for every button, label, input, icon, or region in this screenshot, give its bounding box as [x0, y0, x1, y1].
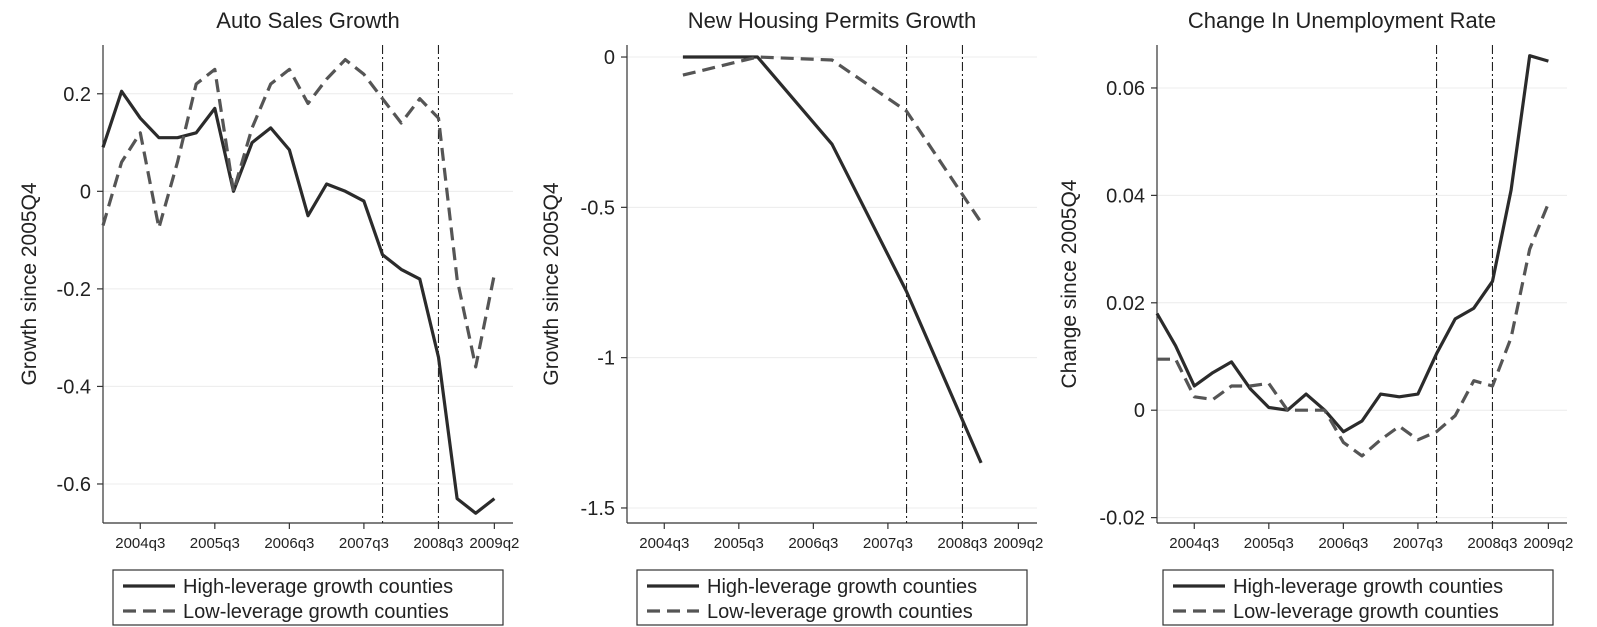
y-tick-label: 0 — [1134, 400, 1145, 422]
y-tick-label: 0.04 — [1106, 185, 1145, 207]
x-tick-label: 2005q3 — [1244, 535, 1294, 552]
chart-title: Change In Unemployment Rate — [1188, 8, 1496, 33]
y-axis-label: Change since 2005Q4 — [1058, 179, 1081, 388]
x-tick-label: 2009q2 — [993, 535, 1043, 552]
y-tick-label: 0.2 — [63, 84, 91, 106]
y-tick-label: -1 — [597, 348, 615, 370]
x-tick-label: 2005q3 — [714, 535, 764, 552]
x-tick-label: 2005q3 — [190, 535, 240, 552]
x-tick-label: 2009q2 — [1523, 535, 1573, 552]
chart-panel-1: Auto Sales Growth 0.2 0 -0.2 -0.4 -0.6 2004q3 2… — [18, 8, 519, 625]
legend-label: High-leverage growth counties — [707, 576, 977, 598]
chart-title: New Housing Permits Growth — [688, 8, 977, 33]
legend: High-leverage growth counties Low-leverag… — [637, 570, 1027, 625]
y-axis-label: Growth since 2005Q4 — [540, 182, 563, 385]
series-line-high-leverage — [103, 91, 494, 513]
series-line-high-leverage — [683, 57, 981, 463]
x-tick-label: 2009q2 — [469, 535, 519, 552]
y-tick-label: 0.06 — [1106, 78, 1145, 100]
x-tick-label: 2006q3 — [788, 535, 838, 552]
x-tick-label: 2008q3 — [1467, 535, 1517, 552]
y-tick-label: 0 — [80, 181, 91, 203]
legend-label: High-leverage growth counties — [1233, 576, 1503, 598]
x-tick-label: 2008q3 — [937, 535, 987, 552]
legend-label: Low-leverage growth counties — [183, 601, 449, 623]
series-line-low-leverage — [103, 60, 494, 367]
legend-label: High-leverage growth counties — [183, 576, 453, 598]
y-tick-label: -1.5 — [581, 498, 615, 520]
y-tick-label: -0.2 — [57, 279, 91, 301]
y-tick-label: -0.6 — [57, 474, 91, 496]
y-tick-label: -0.5 — [581, 197, 615, 219]
x-tick-label: 2007q3 — [863, 535, 913, 552]
y-tick-label: -0.4 — [57, 376, 91, 398]
legend: High-leverage growth counties Low-leverag… — [113, 570, 503, 625]
x-tick-label: 2004q3 — [639, 535, 689, 552]
x-tick-label: 2007q3 — [339, 535, 389, 552]
series-line-low-leverage — [683, 57, 981, 222]
legend-label: Low-leverage growth counties — [1233, 601, 1499, 623]
chart-panel-2: New Housing Permits Growth 0 -0.5 -1 -1.5 200… — [540, 8, 1043, 625]
chart-panel-3: Change In Unemployment Rate 0.06 0.04 0.02 0… — [1058, 8, 1573, 625]
y-tick-label: 0.02 — [1106, 293, 1145, 315]
x-tick-label: 2006q3 — [264, 535, 314, 552]
chart-title: Auto Sales Growth — [216, 8, 399, 33]
x-tick-label: 2004q3 — [115, 535, 165, 552]
x-tick-label: 2006q3 — [1318, 535, 1368, 552]
x-tick-label: 2007q3 — [1393, 535, 1443, 552]
series-line-low-leverage — [1157, 203, 1548, 456]
y-tick-label: -0.02 — [1099, 508, 1145, 530]
y-tick-label: 0 — [604, 47, 615, 69]
y-axis-label: Growth since 2005Q4 — [18, 182, 41, 385]
legend-label: Low-leverage growth counties — [707, 601, 973, 623]
x-tick-label: 2008q3 — [413, 535, 463, 552]
legend: High-leverage growth counties Low-leverag… — [1163, 570, 1553, 625]
x-tick-label: 2004q3 — [1169, 535, 1219, 552]
series-line-high-leverage — [1157, 56, 1548, 432]
